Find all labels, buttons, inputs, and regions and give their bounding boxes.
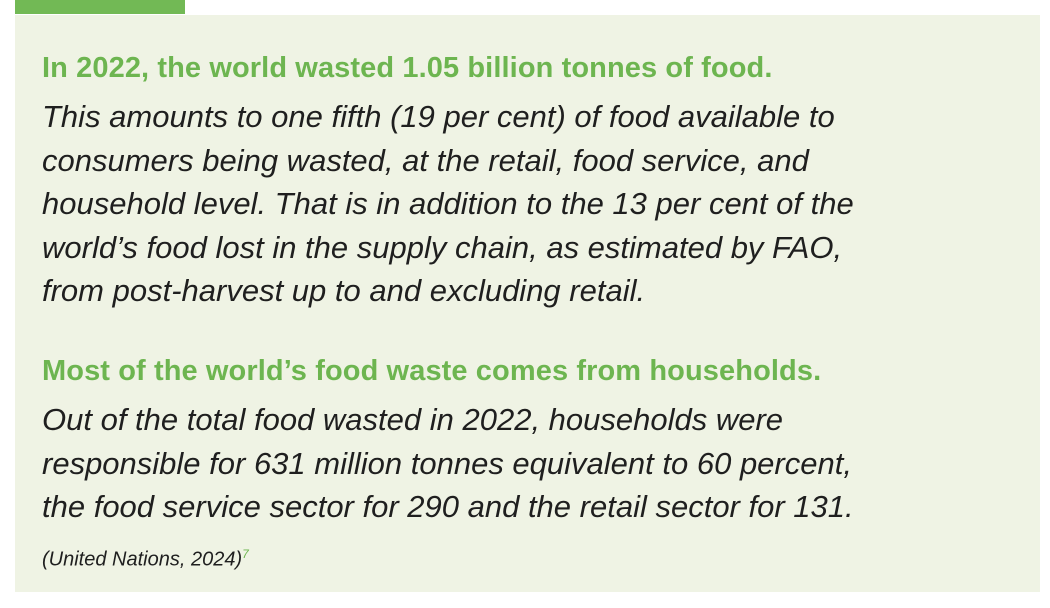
body-line: household level. That is in addition to … xyxy=(42,186,854,221)
section-heading: In 2022, the world wasted 1.05 billion t… xyxy=(42,52,773,84)
body-line: from post-harvest up to and excluding re… xyxy=(42,273,646,308)
body-line: consumers being wasted, at the retail, f… xyxy=(42,142,809,178)
footnote-mark: 7 xyxy=(242,547,249,561)
body-line: responsible for 631 million tonnes equiv… xyxy=(42,445,852,481)
citation: (United Nations, 2024)7 xyxy=(42,547,249,572)
body-line: the food service sector for 290 and the … xyxy=(42,489,854,524)
citation-text: (United Nations, 2024) xyxy=(42,548,243,571)
body-line: Out of the total food wasted in 2022, ho… xyxy=(42,402,784,437)
callout-panel: (United Nations, 2024)7 In 2022, the wor… xyxy=(15,15,1040,592)
body-line: This amounts to one fifth (19 per cent) … xyxy=(42,99,835,134)
section-heading: Most of the world’s food waste comes fro… xyxy=(42,355,822,387)
body-line: world’s food lost in the supply chain, a… xyxy=(42,229,843,265)
tab-accent xyxy=(15,0,185,14)
